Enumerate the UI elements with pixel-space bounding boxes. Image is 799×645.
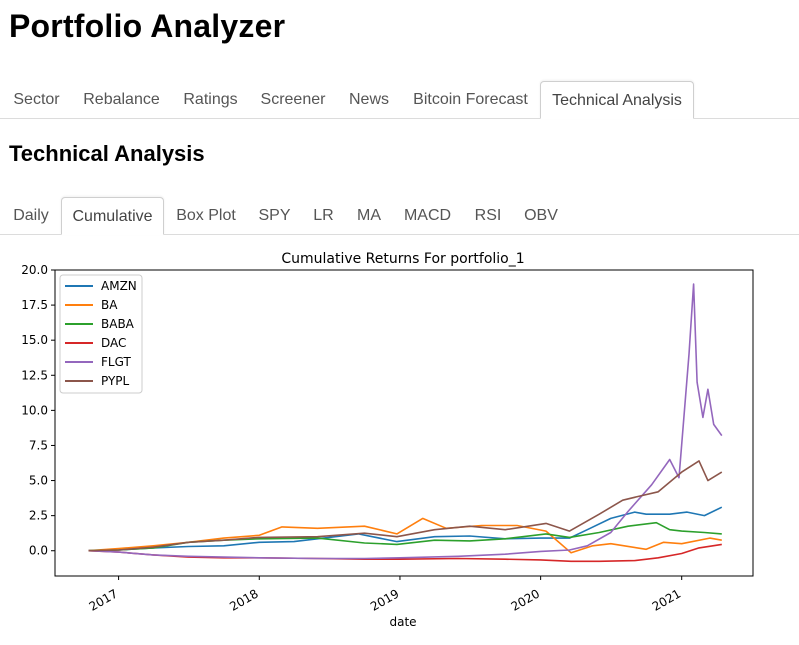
subtab-box-plot[interactable]: Box Plot [176, 207, 236, 224]
tab-rebalance[interactable]: Rebalance [83, 91, 160, 108]
x-tick-label: 2021 [650, 586, 683, 613]
x-axis: 2017 2018 2019 2020 2021 [87, 576, 683, 614]
y-tick-label: 17.5 [21, 298, 48, 312]
subtab-spy[interactable]: SPY [258, 207, 291, 224]
y-tick-label: 15.0 [21, 333, 48, 347]
tab-news[interactable]: News [348, 91, 389, 108]
subtab-obv[interactable]: OBV [524, 207, 558, 224]
subtab-macd[interactable]: MACD [403, 207, 452, 224]
legend-label-amzn: AMZN [101, 279, 137, 293]
subtab-daily[interactable]: Daily [13, 207, 49, 224]
legend-label-ba: BA [101, 298, 118, 312]
series-line-pypl [88, 460, 723, 552]
cumulative-returns-chart: Cumulative Returns For portfolio_1 0.0 2.… [21, 251, 754, 629]
legend-label-dac: DAC [101, 336, 126, 350]
x-tick-label: 2020 [509, 586, 542, 613]
legend-label-baba: BABA [101, 317, 135, 331]
x-tick-label: 2018 [227, 586, 260, 613]
chart-title: Cumulative Returns For portfolio_1 [281, 251, 524, 267]
subtab-lr[interactable]: LR [313, 207, 334, 224]
sub-tab-bar: Daily Cumulative Box Plot SPY LR MA MACD… [0, 197, 799, 235]
tab-ratings[interactable]: Ratings [183, 91, 238, 108]
y-axis: 0.0 2.5 5.0 7.5 10.0 12.5 15.0 17.5 20.0 [21, 263, 55, 558]
legend-label-flgt: FLGT [101, 355, 131, 369]
app-title: Portfolio Analyzer [9, 8, 286, 44]
y-tick-label: 2.5 [29, 509, 48, 523]
tab-technical-analysis[interactable]: Technical Analysis [540, 81, 694, 119]
main-tab-bar: Sector Rebalance Ratings Screener News B… [0, 81, 799, 119]
y-tick-label: 7.5 [29, 438, 48, 452]
y-tick-label: 10.0 [21, 403, 48, 417]
legend-label-pypl: PYPL [101, 374, 130, 388]
x-tick-label: 2017 [87, 586, 120, 613]
y-tick-label: 0.0 [29, 544, 48, 558]
subtab-rsi[interactable]: RSI [474, 207, 502, 224]
plot-area [88, 283, 723, 563]
y-tick-label: 5.0 [29, 474, 48, 488]
plot-frame [54, 269, 754, 577]
y-tick-label: 12.5 [21, 368, 48, 382]
section-title: Technical Analysis [9, 141, 205, 166]
x-tick-label: 2019 [368, 586, 401, 613]
subtab-cumulative[interactable]: Cumulative [61, 197, 164, 235]
subtab-ma[interactable]: MA [357, 207, 381, 224]
series-line-flgt [88, 283, 723, 560]
series-line-amzn [88, 506, 723, 552]
tab-bitcoin-forecast[interactable]: Bitcoin Forecast [413, 91, 528, 108]
tab-screener[interactable]: Screener [260, 91, 326, 108]
x-axis-label: date [389, 615, 416, 629]
y-tick-label: 20.0 [21, 263, 48, 277]
tab-sector[interactable]: Sector [13, 91, 60, 108]
